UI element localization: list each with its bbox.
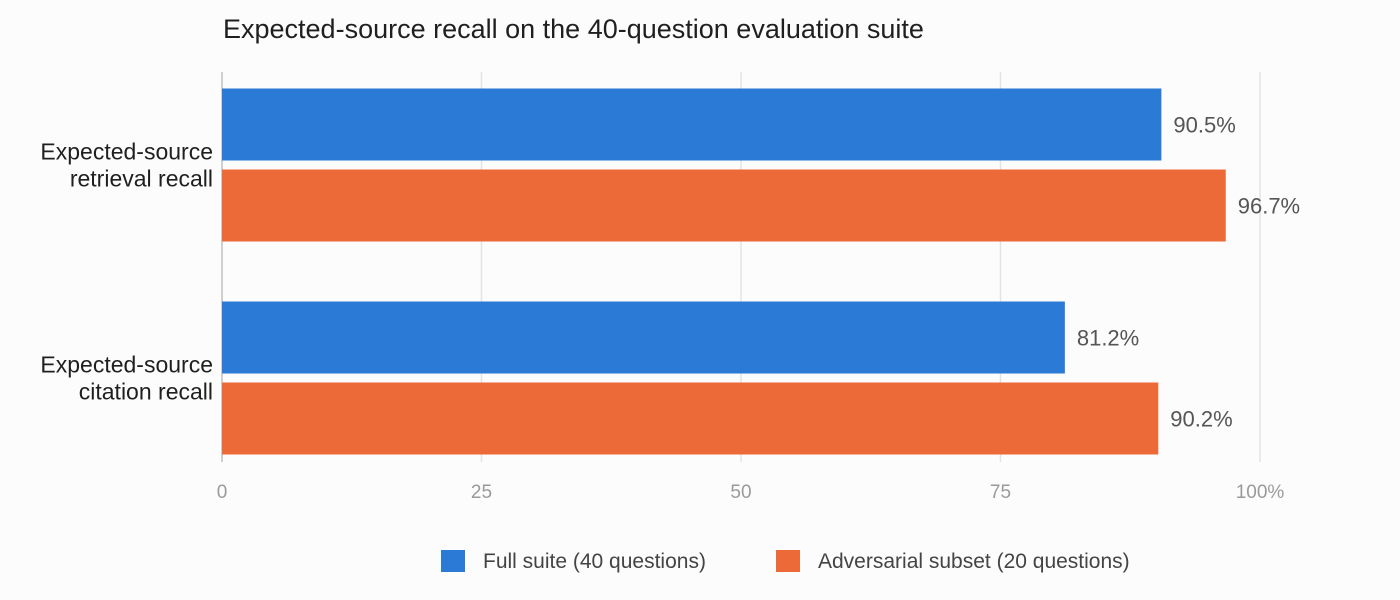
x-tick-label: 25	[471, 482, 492, 503]
bars-layer	[222, 88, 1226, 455]
bar	[222, 382, 1159, 455]
labels-layer: 90.5% 96.7% 81.2% 90.2%	[1077, 113, 1300, 432]
data-label: 96.7%	[1238, 194, 1300, 219]
bar	[222, 169, 1226, 242]
bar	[222, 301, 1065, 374]
category-label-line: Expected-source	[40, 352, 213, 378]
x-tick-label: 100%	[1236, 482, 1285, 503]
chart-title: Expected-source recall on the 40-questio…	[223, 14, 924, 44]
category-label-line: citation recall	[79, 379, 213, 405]
legend-label: Full suite (40 questions)	[483, 550, 706, 573]
legend: Full suite (40 questions) Adversarial sub…	[441, 550, 1130, 573]
axis-layer: 0 25 50 75 100%Expected-source retrieval reca…	[40, 139, 1284, 504]
x-tick-label: 0	[217, 482, 228, 503]
category-label-line: retrieval recall	[70, 166, 213, 192]
x-tick-label: 75	[990, 482, 1011, 503]
data-label: 90.2%	[1170, 407, 1232, 432]
category-label: Expected-source retrieval recall	[40, 139, 213, 192]
x-tick-label: 50	[730, 482, 751, 503]
bar	[222, 88, 1162, 161]
legend-swatch	[441, 550, 465, 572]
legend-label: Adversarial subset (20 questions)	[818, 550, 1130, 573]
legend-swatch	[776, 550, 800, 572]
data-label: 90.5%	[1173, 113, 1235, 138]
category-label: Expected-source citation recall	[40, 352, 213, 405]
data-label: 81.2%	[1077, 326, 1139, 351]
category-label-line: Expected-source	[40, 139, 213, 165]
